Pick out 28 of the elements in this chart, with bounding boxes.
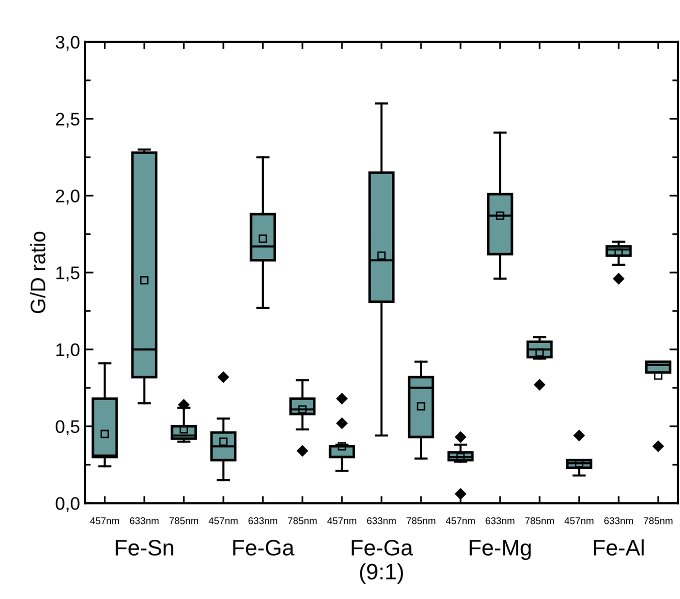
x-tick-label: 785nm <box>169 517 198 524</box>
y-tick-label: 2,5 <box>56 112 80 128</box>
x-tick-label: 633nm <box>486 517 514 524</box>
y-tick-label: 3,0 <box>56 36 80 51</box>
y-tick-label: 0,0 <box>56 497 80 512</box>
text: Fe-Al <box>594 539 644 556</box>
x-tick-label: 633nm <box>130 517 159 524</box>
x-tick-label: 785nm <box>406 517 436 524</box>
x-tick-label: 785nm <box>288 517 317 524</box>
x-tick-label: 457nm <box>327 517 356 524</box>
x-tick-label: 457nm <box>90 517 119 524</box>
y-tick-label: 1,0 <box>56 343 80 358</box>
y-axis-title: G/D ratio <box>30 232 46 314</box>
x-tick-label: 457nm <box>208 517 238 524</box>
x-tick-label: 785nm <box>525 517 554 524</box>
x-tick-label: 457nm <box>564 517 594 524</box>
y-tick-label: 1,5 <box>56 266 80 282</box>
x-tick-label: 633nm <box>604 517 633 524</box>
x-tick-label: 633nm <box>367 517 396 524</box>
text: Fe-Mg <box>470 540 531 560</box>
x-tick-label: 633nm <box>248 517 278 524</box>
x-tick-label: 785nm <box>644 517 672 524</box>
y-tick-label: 2,0 <box>56 190 80 205</box>
text: Fe-Ga (9:1) <box>352 540 413 584</box>
text: Fe-Sn <box>116 540 174 556</box>
x-tick-label: 457nm <box>446 517 475 524</box>
y-tick-label: 0,5 <box>56 420 80 436</box>
text: Fe-Ga <box>233 540 294 556</box>
